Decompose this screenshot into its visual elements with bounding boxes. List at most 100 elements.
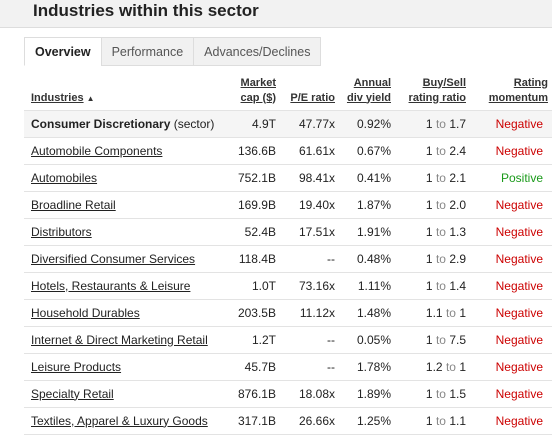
to-word: to [435, 143, 446, 158]
to-word: to [435, 116, 446, 131]
pe-ratio-cell: 47.77x [298, 116, 335, 131]
industry-name-cell: Distributors [24, 218, 224, 245]
table-row: Automobile Components 136.6B 61.61x 0.67… [24, 137, 552, 164]
market-cap-cell: 169.9B [237, 197, 276, 212]
industry-link[interactable]: Broadline Retail [31, 197, 116, 212]
sell-value: 1.4 [449, 278, 466, 293]
buy-value: 1.2 [425, 359, 443, 374]
div-yield-cell: 1.78% [356, 359, 391, 374]
sell-value: 1.7 [449, 116, 466, 131]
industry-link[interactable]: Distributors [31, 224, 92, 239]
header-buy-sell-line2[interactable]: rating ratio [408, 91, 466, 104]
div-yield-cell: 1.25% [356, 413, 391, 428]
industry-name-cell: Internet & Direct Marketing Retail [24, 326, 224, 353]
sell-value: 1.3 [449, 224, 466, 239]
tab-performance[interactable]: Performance [100, 37, 195, 66]
buy-sell-cell: 1 to 2.9 [395, 245, 470, 272]
section-header: Industries within this sector [0, 0, 552, 28]
header-industries-label[interactable]: Industries [31, 91, 84, 104]
header-market-cap[interactable]: Market cap ($) [224, 66, 280, 110]
market-cap-cell: 118.4B [238, 251, 276, 266]
div-yield-cell: 1.11% [357, 278, 391, 293]
buy-sell-cell: 1.1 to 1 [395, 299, 470, 326]
header-buy-sell[interactable]: Buy/Sell rating ratio [395, 66, 470, 110]
sell-value: 7.5 [449, 332, 466, 347]
div-yield-cell: 1.48% [356, 305, 391, 320]
table-row: Textiles, Apparel & Luxury Goods 317.1B … [24, 407, 552, 434]
tab-bar: Overview Performance Advances/Declines [24, 37, 322, 66]
table-row: Internet & Direct Marketing Retail 1.2T … [24, 326, 552, 353]
industry-name-cell: Automobiles [24, 164, 224, 191]
table-row: Leisure Products 45.7B -- 1.78% 1.2 to 1… [24, 353, 552, 380]
sell-value: 1 [459, 359, 466, 374]
pe-ratio-cell: 61.61x [298, 143, 335, 158]
market-cap-cell: 317.1B [237, 413, 276, 428]
buy-value: 1 [425, 224, 433, 239]
table-row: Broadline Retail 169.9B 19.40x 1.87% 1 t… [24, 191, 552, 218]
table-row: Specialty Retail 876.1B 18.08x 1.89% 1 t… [24, 380, 552, 407]
rating-momentum-cell: Negative [495, 413, 543, 428]
industry-name-cell: Specialty Retail [24, 380, 224, 407]
div-yield-cell: 1.91% [356, 224, 391, 239]
header-market-cap-line2[interactable]: cap ($) [240, 91, 276, 104]
pe-ratio-cell: 26.66x [298, 413, 335, 428]
header-market-cap-line1[interactable]: Market [240, 76, 276, 89]
header-industries[interactable]: Industries ▲ [24, 66, 224, 110]
industries-table: Industries ▲ Market cap ($) P/E ratio Ann… [24, 66, 552, 435]
buy-sell-cell: 1 to 2.1 [395, 164, 470, 191]
buy-value: 1 [425, 143, 433, 158]
tab-overview[interactable]: Overview [24, 37, 102, 66]
rating-momentum-cell: Negative [495, 332, 543, 347]
header-div-yield[interactable]: Annual div yield [339, 66, 395, 110]
industry-link[interactable]: Household Durables [31, 305, 140, 320]
header-pe-ratio-label[interactable]: P/E ratio [290, 91, 335, 104]
header-buy-sell-line1[interactable]: Buy/Sell [422, 76, 466, 89]
industry-link[interactable]: Internet & Direct Marketing Retail [31, 332, 208, 347]
industry-link[interactable]: Leisure Products [31, 359, 122, 374]
tab-advances-declines[interactable]: Advances/Declines [193, 37, 322, 66]
sell-value: 1.5 [449, 386, 466, 401]
market-cap-cell: 4.9T [251, 116, 276, 131]
header-pe-ratio[interactable]: P/E ratio [280, 66, 339, 110]
sell-value: 2.4 [449, 143, 466, 158]
industry-link[interactable]: Diversified Consumer Services [31, 251, 196, 266]
buy-value: 1 [425, 278, 433, 293]
rating-momentum-cell: Negative [495, 278, 543, 293]
industry-link[interactable]: Textiles, Apparel & Luxury Goods [31, 413, 208, 428]
sector-name: Consumer Discretionary [31, 116, 171, 131]
industry-link[interactable]: Automobile Components [31, 143, 163, 158]
sell-value: 2.0 [449, 197, 466, 212]
market-cap-cell: 752.1B [237, 170, 276, 185]
rating-momentum-cell: Positive [500, 170, 543, 185]
buy-sell-cell: 1.2 to 1 [395, 353, 470, 380]
header-div-yield-line2[interactable]: div yield [346, 91, 391, 104]
buy-sell-cell: 1 to 1.3 [395, 218, 470, 245]
market-cap-cell: 203.5B [237, 305, 276, 320]
header-rating-momentum-line2[interactable]: momentum [488, 91, 548, 104]
table-row: Distributors 52.4B 17.51x 1.91% 1 to 1.3… [24, 218, 552, 245]
industry-name-cell: Hotels, Restaurants & Leisure [24, 272, 224, 299]
rating-momentum-cell: Negative [495, 251, 543, 266]
industry-link[interactable]: Hotels, Restaurants & Leisure [31, 278, 191, 293]
sell-value: 1 [459, 305, 466, 320]
sort-ascending-icon: ▲ [86, 93, 95, 103]
industry-link[interactable]: Automobiles [31, 170, 98, 185]
buy-value: 1.1 [425, 305, 443, 320]
rating-momentum-cell: Negative [495, 116, 543, 131]
div-yield-cell: 1.87% [356, 197, 391, 212]
header-rating-momentum-line1[interactable]: Rating [513, 76, 548, 89]
market-cap-cell: 876.1B [237, 386, 276, 401]
market-cap-cell: 136.6B [237, 143, 276, 158]
header-div-yield-line1[interactable]: Annual [353, 76, 391, 89]
pe-ratio-cell: 19.40x [298, 197, 335, 212]
buy-value: 1 [425, 170, 433, 185]
div-yield-cell: 0.92% [356, 116, 391, 131]
to-word: to [435, 413, 446, 428]
buy-sell-cell: 1 to 2.0 [395, 191, 470, 218]
table-row-sector: Consumer Discretionary (sector) 4.9T 47.… [24, 110, 552, 137]
industry-link[interactable]: Specialty Retail [31, 386, 114, 401]
header-rating-momentum[interactable]: Rating momentum [470, 66, 552, 110]
buy-sell-cell: 1 to 7.5 [395, 326, 470, 353]
sell-value: 1.1 [449, 413, 466, 428]
div-yield-cell: 0.41% [356, 170, 391, 185]
